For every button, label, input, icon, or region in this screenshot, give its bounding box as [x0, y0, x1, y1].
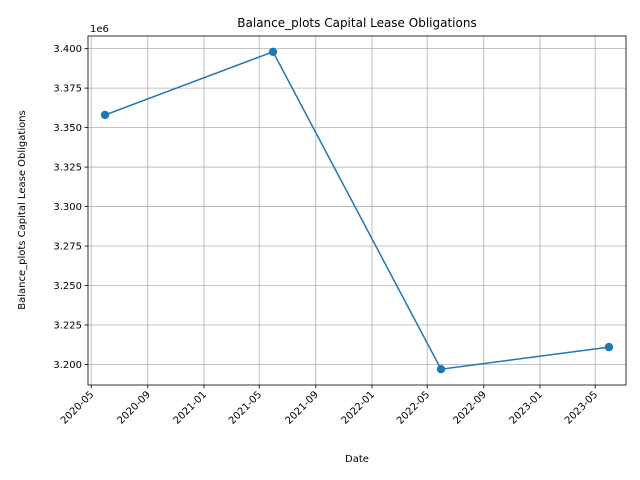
- grid: [88, 36, 626, 385]
- y-tick-label: 3.200: [53, 360, 82, 371]
- y-axis-label: Balance_plots Capital Lease Obligations: [17, 110, 28, 310]
- y-tick-label: 3.350: [53, 123, 82, 134]
- y-tick-label: 3.300: [53, 202, 82, 213]
- y-tick-label: 3.225: [53, 320, 82, 331]
- y-tick-label: 3.250: [53, 281, 82, 292]
- y-tick-label: 3.400: [53, 44, 82, 55]
- data-point: [436, 365, 446, 374]
- y-tick-label: 3.325: [53, 163, 82, 174]
- y-offset-label: 1e6: [90, 24, 109, 35]
- chart-title: Balance_plots Capital Lease Obligations: [237, 16, 476, 30]
- data-point: [100, 110, 110, 120]
- data-point: [268, 47, 278, 56]
- y-tick-label: 3.375: [53, 84, 82, 95]
- data-series: [100, 47, 614, 374]
- plot-frame: [87, 35, 627, 386]
- data-point: [604, 342, 614, 352]
- x-axis-label: Date: [345, 454, 369, 465]
- y-tick-label: 3.275: [53, 242, 82, 253]
- series-line: [104, 50, 610, 371]
